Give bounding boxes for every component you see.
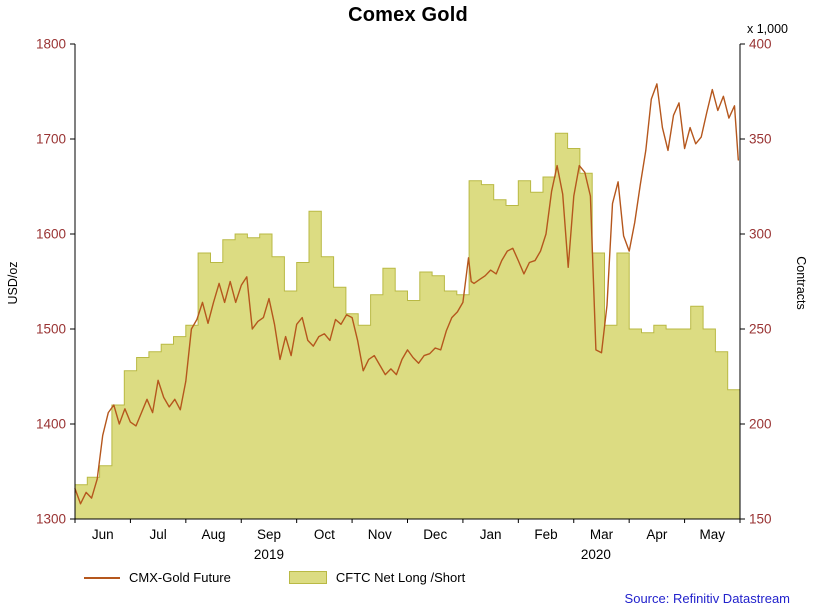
right-axis-ticks: 150 200 250 300 350 400: [740, 37, 772, 527]
svg-text:250: 250: [749, 322, 772, 337]
svg-text:Jan: Jan: [480, 527, 502, 542]
svg-text:May: May: [700, 527, 726, 542]
legend-label-cftc-area: CFTC Net Long /Short: [335, 570, 466, 585]
year-labels: 2019 2020: [254, 547, 611, 562]
svg-text:2019: 2019: [254, 547, 284, 562]
svg-text:Nov: Nov: [368, 527, 392, 542]
line-swatch: [84, 576, 120, 579]
svg-text:Jul: Jul: [149, 527, 166, 542]
svg-text:1800: 1800: [36, 37, 66, 52]
svg-text:1600: 1600: [36, 227, 66, 242]
svg-text:Feb: Feb: [534, 527, 557, 542]
svg-text:Aug: Aug: [202, 527, 226, 542]
legend-item-gold-line: CMX-Gold Future: [84, 570, 231, 585]
svg-text:150: 150: [749, 512, 772, 527]
svg-text:Sep: Sep: [257, 527, 281, 542]
svg-text:350: 350: [749, 132, 772, 147]
legend-item-cftc-area: CFTC Net Long /Short: [288, 570, 466, 585]
month-labels: Jun Jul Aug Sep Oct Nov Dec Jan Feb Mar Apr May: [92, 527, 725, 542]
svg-text:2020: 2020: [581, 547, 611, 562]
source-credit: Source: Refinitiv Datastream: [624, 591, 790, 606]
x-axis-ticks: [74, 519, 741, 523]
svg-text:400: 400: [749, 37, 772, 52]
right-axis-unit-label: x 1,000: [746, 22, 788, 36]
left-axis-ticks: 1300 1400 1500 1600 1700 1800: [36, 37, 75, 527]
svg-text:1300: 1300: [36, 512, 66, 527]
svg-text:1700: 1700: [36, 132, 66, 147]
cftc-net-long-series: [74, 132, 741, 520]
svg-text:Dec: Dec: [423, 527, 447, 542]
svg-text:Jun: Jun: [92, 527, 114, 542]
svg-text:1400: 1400: [36, 417, 66, 432]
legend: CMX-Gold Future CFTC Net Long /Short: [84, 570, 465, 585]
svg-text:1500: 1500: [36, 322, 66, 337]
legend-label-gold-line: CMX-Gold Future: [129, 570, 231, 585]
svg-text:Mar: Mar: [590, 527, 614, 542]
svg-text:Apr: Apr: [646, 527, 668, 542]
cmx-gold-future-series: [74, 83, 739, 505]
svg-text:300: 300: [749, 227, 772, 242]
svg-text:Oct: Oct: [314, 527, 335, 542]
chart-title: Comex Gold: [348, 4, 468, 26]
area-swatch: [288, 571, 327, 584]
svg-text:200: 200: [749, 417, 772, 432]
